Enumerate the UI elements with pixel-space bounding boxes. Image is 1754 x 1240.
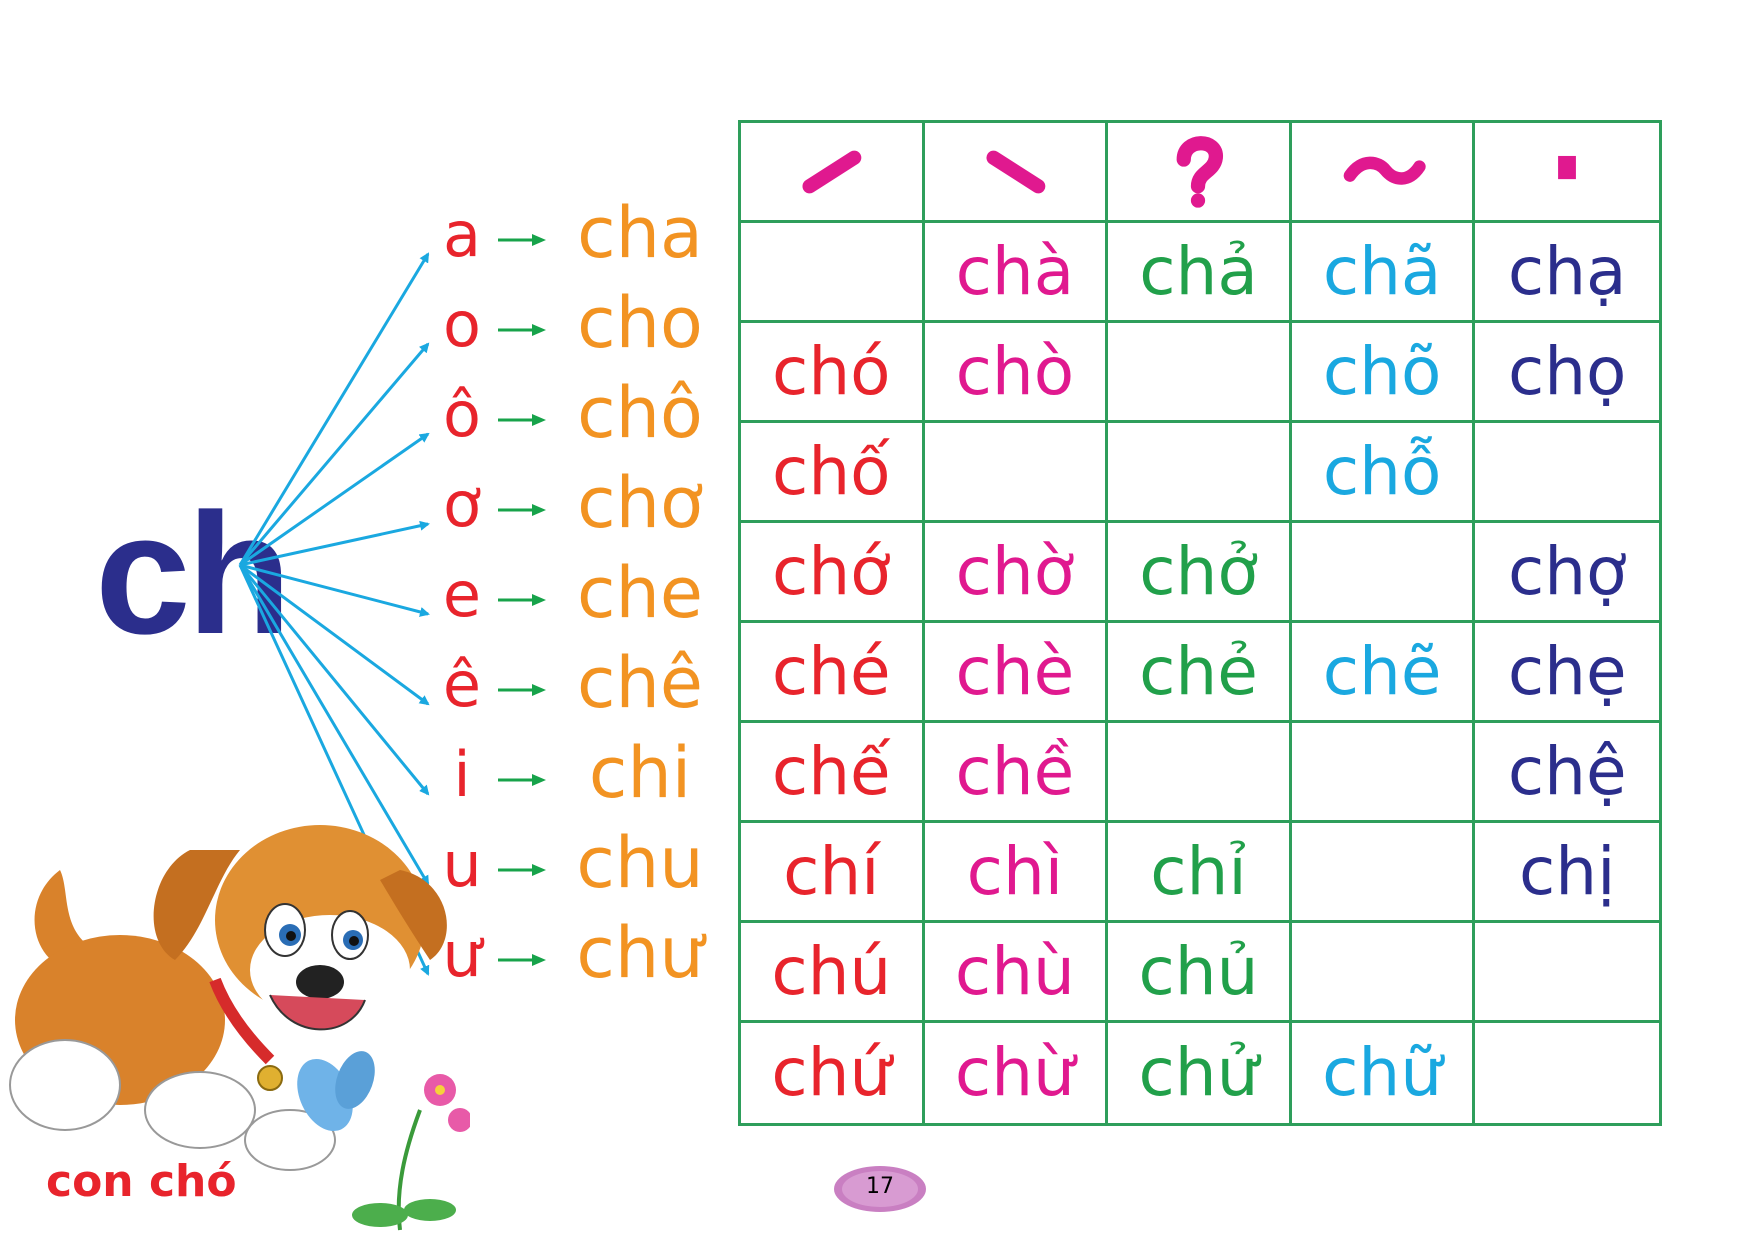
table-cell: chủ [1108,923,1292,1023]
table-cell [1475,423,1659,523]
tone-header-2 [1108,123,1292,223]
page-number: 17 [866,1174,894,1199]
blue-arrow-1 [238,342,430,566]
table-cell: chề [924,723,1109,823]
table-cell: ché [741,623,925,723]
vowel-5: ê [442,648,482,721]
table-cell: chở [1108,523,1292,623]
syllable-8: chư [576,912,704,994]
table-cell: chẹ [1475,623,1659,723]
page-number-badge [834,1166,926,1212]
table-cell [1108,723,1292,823]
table-cell: chố [741,423,925,523]
table-cell [1291,523,1476,623]
table-cell: chợ [1475,523,1659,623]
table-cell: chờ [924,523,1109,623]
table-cell: chứ [741,1023,925,1123]
blue-arrow-7 [238,564,430,886]
table-cell [1291,923,1476,1023]
syllable-0: cha [577,192,703,274]
table-cell: chè [924,623,1109,723]
table-cell: chì [924,823,1109,923]
green-arrow-icon [498,594,546,606]
huyen-tone-mark-icon [986,150,1046,193]
green-arrow-icon [498,234,546,246]
vowel-7: u [442,828,482,901]
table-cell [741,223,925,323]
syllable-1: cho [577,282,703,364]
table-cell: chõ [1291,323,1476,423]
table-cell: chớ [741,523,925,623]
table-cell: chù [924,923,1109,1023]
table-cell [1108,323,1292,423]
vowel-2: ô [443,378,481,451]
table-cell [924,423,1109,523]
vowel-1: o [443,288,481,361]
green-arrow-icon [498,864,546,876]
table-cell: chả [1108,223,1292,323]
blue-arrow-6 [238,564,430,796]
blue-arrow-0 [238,252,430,566]
table-cell: chử [1108,1023,1292,1123]
vowel-0: a [443,198,481,271]
vowel-4: e [442,558,482,631]
hoi-tone-mark-icon [1177,135,1224,208]
consonant-ch: ch [95,478,292,670]
table-cell: chã [1291,223,1476,323]
table-cell: chữ [1292,1023,1476,1123]
table-cell: chẻ [1108,623,1292,723]
table-cell: chỉ [1108,823,1292,923]
table-cell: chạ [1475,223,1659,323]
tone-table: chà chả chã chạ chó chò chõ chọ chố chỗ chớ chờ chở c… [738,120,1662,1126]
blue-arrow-4 [239,563,430,617]
table-cell: chó [741,323,925,423]
nang-tone-mark-icon [1558,155,1577,179]
tone-header-1 [924,123,1109,223]
blue-arrow-2 [239,432,430,567]
table-cell: chừ [925,1023,1109,1123]
green-arrow-icon [498,954,546,966]
table-cell [1475,1023,1659,1123]
table-cell [1108,423,1292,523]
table-cell [1291,823,1476,923]
tone-header-4 [1475,123,1659,223]
table-cell [1475,923,1659,1023]
table-cell: chọ [1475,323,1659,423]
nga-tone-mark-icon [1343,156,1426,185]
green-arrow-icon [498,684,546,696]
blue-arrow-3 [239,520,430,567]
puppy-illustration [9,825,470,1231]
vowel-3: ơ [443,468,481,541]
table-cell: chế [741,723,925,823]
caption-con-cho: con chó [46,1156,237,1207]
syllable-2: chô [577,372,703,454]
green-arrow-icon [498,504,546,516]
table-cell: chà [924,223,1109,323]
vowel-6: i [453,738,471,811]
syllable-3: chơ [577,462,703,544]
table-cell: chò [924,323,1109,423]
syllable-6: chi [588,732,692,814]
tone-header-0 [741,123,925,223]
syllable-4: che [577,552,703,634]
sac-tone-mark-icon [802,150,862,193]
table-cell: chẽ [1291,623,1476,723]
blue-arrow-5 [239,563,430,706]
green-arrow-icon [498,324,546,336]
vowel-8: ư [442,918,482,991]
table-cell: chỗ [1291,423,1476,523]
table-cell: chí [741,823,925,923]
syllable-5: chê [577,642,703,724]
table-cell: chị [1475,823,1659,923]
table-cell: chệ [1475,723,1659,823]
green-arrow-icon [498,414,546,426]
table-cell: chú [741,923,925,1023]
tone-header-3 [1291,123,1476,223]
green-arrow-icon [498,774,546,786]
table-cell [1291,723,1476,823]
syllable-7: chu [576,822,704,904]
